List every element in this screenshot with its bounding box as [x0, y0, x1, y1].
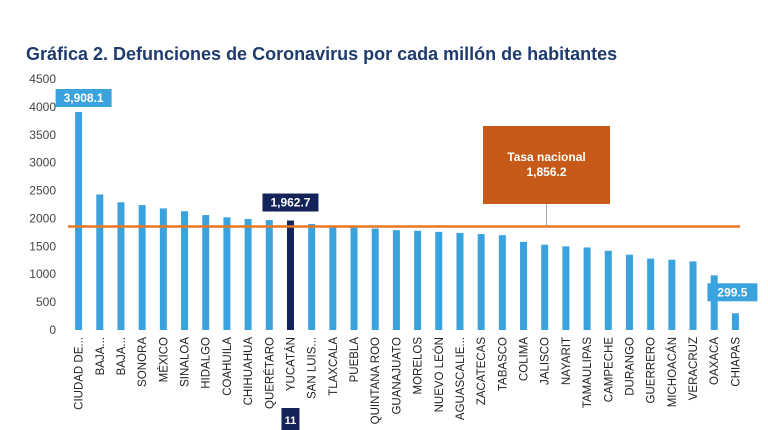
bar [75, 112, 83, 331]
bar [96, 194, 104, 330]
y-tick-label: 1500 [29, 239, 56, 253]
x-category-label: AGUASCALIE... [455, 337, 467, 420]
bar [117, 202, 125, 330]
data-label-box [55, 89, 112, 107]
x-category-label: CIUDAD DE... [74, 337, 86, 410]
bar [265, 220, 273, 330]
reference-box [483, 126, 610, 204]
bar [604, 250, 612, 330]
bar [456, 232, 464, 330]
y-tick-label: 0 [49, 323, 56, 337]
y-tick-label: 1000 [29, 267, 56, 281]
y-tick-label: 4000 [29, 100, 56, 114]
bar [562, 246, 570, 330]
bar [583, 247, 591, 330]
bar [541, 244, 549, 330]
y-tick-label: 2500 [29, 184, 56, 198]
reference-label: Tasa nacional [507, 150, 585, 164]
data-label: 299.5 [717, 285, 747, 299]
x-category-label: SONORA [137, 337, 149, 387]
bar [435, 231, 443, 330]
rank-badge: 11 [285, 415, 297, 427]
x-category-label: MORELOS [413, 337, 425, 395]
x-category-label: BAJA... [95, 337, 107, 375]
bar [138, 205, 146, 330]
data-label: 3,908.1 [64, 91, 104, 105]
bar [159, 208, 167, 330]
bar [689, 261, 697, 330]
x-category-label: COLIMA [519, 337, 531, 381]
x-category-label: QUERÉTARO [263, 337, 276, 409]
x-category-label: NUEVO LEÓN [433, 337, 446, 412]
y-tick-label: 2000 [29, 211, 56, 225]
bar [223, 217, 231, 330]
y-tick-label: 500 [36, 295, 56, 309]
x-category-label: PUEBLA [349, 337, 361, 383]
bar [202, 215, 210, 330]
x-category-label: MÉXICO [157, 337, 170, 382]
bar [392, 230, 400, 330]
x-category-label: TAMAULIPAS [582, 337, 594, 408]
y-tick-label: 3500 [29, 128, 56, 142]
x-category-label: HIDALGO [201, 337, 213, 389]
x-category-label: BAJA... [116, 337, 128, 375]
y-tick-label: 3000 [29, 156, 56, 170]
x-category-label: SAN LUIS... [307, 337, 319, 399]
bar [710, 275, 718, 330]
y-tick-label: 4500 [29, 72, 56, 86]
x-category-label: QUINTANA ROO [370, 337, 382, 424]
rank-badge-box [281, 408, 300, 430]
x-category-label: YUCATÁN [284, 337, 297, 391]
x-category-label: COAHUILA [222, 337, 234, 396]
bar [350, 227, 358, 330]
x-category-label: CHIHUAHUA [243, 337, 255, 406]
bar [329, 226, 337, 330]
bar [498, 235, 506, 330]
x-category-label: GUERRERO [646, 337, 658, 404]
x-category-label: ZACATECAS [476, 337, 488, 405]
bar [244, 219, 252, 330]
x-category-label: CHIAPAS [730, 337, 742, 387]
bar [668, 259, 676, 330]
x-category-label: SINALOA [180, 337, 192, 387]
x-category-label: GUANAJUATO [391, 337, 403, 415]
bar [308, 224, 316, 330]
x-category-label: TLAXCALA [328, 337, 340, 396]
bar [286, 220, 294, 330]
reference-value: 1,856.2 [526, 165, 566, 179]
bar [414, 230, 422, 330]
chart-title: Gráfica 2. Defunciones de Coronavirus po… [26, 44, 618, 64]
data-label-box [262, 193, 319, 212]
data-label-box [707, 283, 758, 302]
bar [477, 234, 485, 330]
bar [371, 228, 379, 330]
x-category-label: NAYARIT [561, 337, 573, 385]
bar [731, 313, 739, 330]
bar [625, 254, 633, 330]
bar [520, 241, 528, 330]
bar [647, 258, 655, 330]
x-category-label: VERACRUZ [688, 337, 700, 400]
x-category-label: JALISCO [540, 337, 552, 385]
x-category-label: DURANGO [624, 337, 636, 396]
data-label: 1,962.7 [270, 196, 310, 210]
bar [181, 211, 189, 330]
x-category-label: TABASCO [497, 337, 509, 391]
x-category-label: CAMPECHE [603, 337, 615, 403]
x-category-label: MICHOACÁN [666, 337, 679, 407]
x-category-label: OAXACA [709, 337, 721, 385]
